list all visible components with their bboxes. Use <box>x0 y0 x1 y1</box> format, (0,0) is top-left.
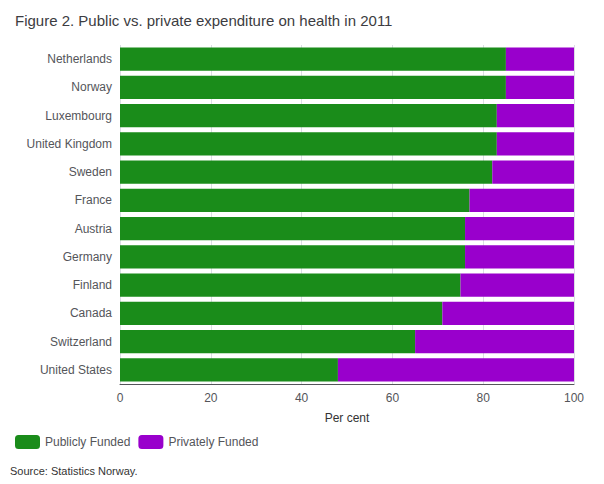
svg-text:100: 100 <box>564 391 584 405</box>
svg-text:Source: Statistics Norway.: Source: Statistics Norway. <box>10 465 138 477</box>
svg-text:Switzerland: Switzerland <box>50 335 112 349</box>
svg-text:Privately Funded: Privately Funded <box>168 435 258 449</box>
svg-text:Germany: Germany <box>63 250 112 264</box>
svg-text:Publicly Funded: Publicly Funded <box>45 435 130 449</box>
svg-text:Sweden: Sweden <box>69 165 112 179</box>
svg-text:Figure 2. Public vs. private e: Figure 2. Public vs. private expenditure… <box>15 12 392 29</box>
svg-text:Netherlands: Netherlands <box>47 52 112 66</box>
svg-text:20: 20 <box>204 391 218 405</box>
svg-text:Finland: Finland <box>73 278 112 292</box>
svg-text:United Kingdom: United Kingdom <box>27 137 112 151</box>
svg-text:40: 40 <box>295 391 309 405</box>
svg-text:60: 60 <box>386 391 400 405</box>
svg-text:Luxembourg: Luxembourg <box>45 109 112 123</box>
svg-text:United States: United States <box>40 363 112 377</box>
svg-text:80: 80 <box>477 391 491 405</box>
svg-text:Austria: Austria <box>75 222 113 236</box>
svg-text:Per cent: Per cent <box>325 411 370 425</box>
svg-text:0: 0 <box>117 391 124 405</box>
svg-text:Canada: Canada <box>70 306 112 320</box>
svg-text:Norway: Norway <box>71 80 112 94</box>
svg-text:France: France <box>75 193 113 207</box>
